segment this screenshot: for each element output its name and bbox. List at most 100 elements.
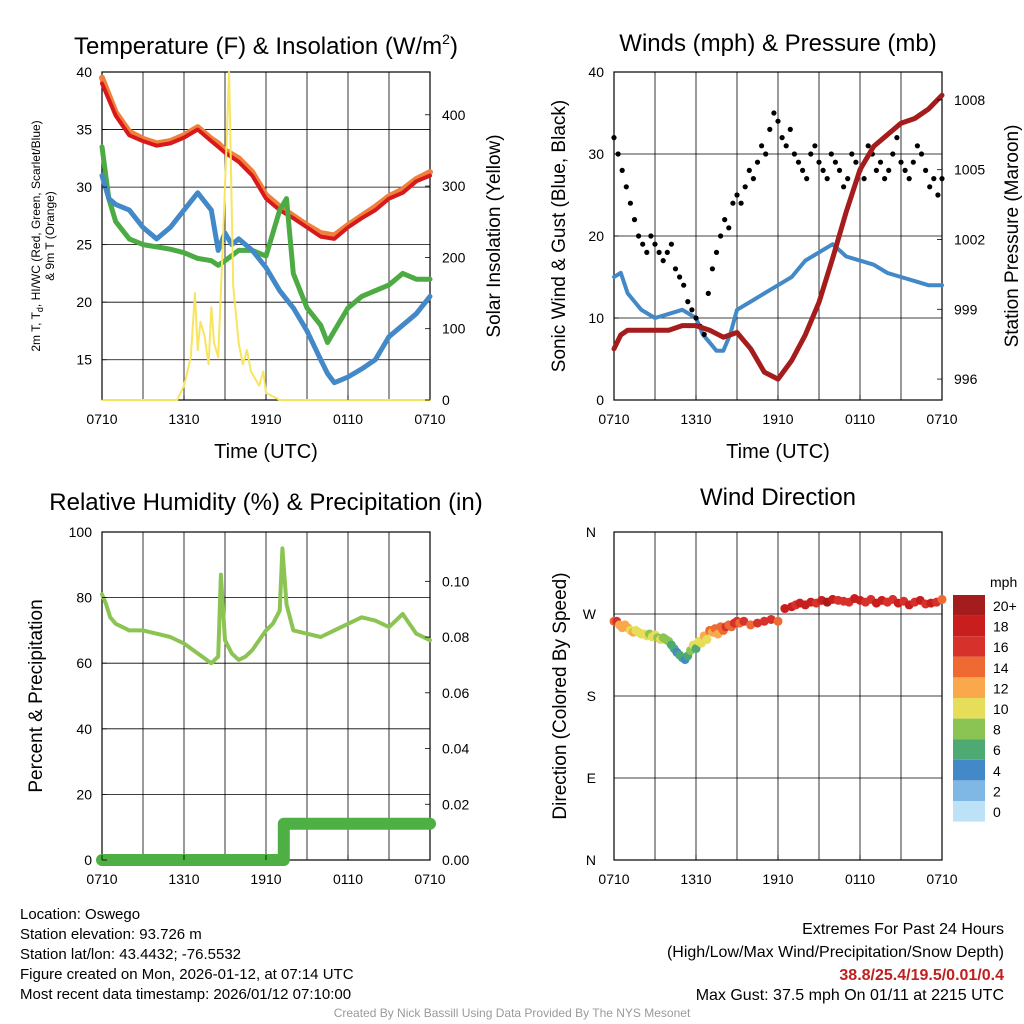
y-tick-label: E (587, 770, 596, 786)
legend-swatch (953, 636, 985, 657)
gust-point (849, 151, 855, 157)
legend-label: 14 (993, 660, 1009, 676)
series-line-precipitation (96, 817, 436, 866)
gust-point (931, 176, 937, 182)
y2-tick-label: 999 (954, 301, 978, 317)
gust-point (894, 135, 900, 141)
gust-point (693, 315, 699, 321)
x-tick-label: 0710 (86, 871, 117, 887)
gust-point (644, 249, 650, 255)
series-line-relative-humidity (100, 546, 432, 666)
x-tick-label: 1910 (250, 871, 281, 887)
gust-point (689, 307, 695, 313)
x-tick-label: 0110 (333, 411, 363, 427)
elevation-text: Station elevation: 93.726 m (20, 926, 202, 943)
series-line-sonic-wind (612, 242, 944, 353)
gust-point (619, 167, 625, 173)
gust-point (791, 151, 798, 157)
x-tick-label: 0710 (86, 411, 117, 427)
gust-point (927, 184, 933, 190)
y2-tick-label: 0 (442, 392, 450, 408)
speed-colorbar-legend: mph 20+ 18 16 14 12 10 8 6 4 2 0 (953, 574, 1017, 822)
gust-point (886, 167, 892, 173)
gust-point (623, 184, 629, 190)
y2-tick-label: 1008 (954, 92, 985, 108)
gust-point (672, 266, 679, 272)
y2-tick-label: 300 (442, 178, 466, 194)
y-tick-label: 20 (76, 294, 92, 310)
wind-title: Winds (mph) & Pressure (mb) (619, 30, 936, 57)
temperature-ylabel-left-line2: & 9m T (Orange) (43, 191, 57, 281)
x-tick-label: 0710 (598, 871, 629, 887)
gust-point (763, 151, 769, 157)
y-tick-label: N (586, 852, 596, 868)
y-tick-label: 40 (76, 64, 92, 80)
gust-point (873, 167, 880, 173)
gust-point (820, 167, 826, 173)
x-tick-label: 1310 (680, 411, 711, 427)
legend-swatch (953, 615, 985, 637)
direction-point (753, 618, 762, 628)
y-tick-label: 30 (588, 146, 604, 162)
y-tick-label: 10 (588, 310, 604, 326)
y2-tick-label: 1005 (954, 162, 985, 178)
temperature-ylabel-left: 2m T, Td, HI/WC (Red, Green, Scarlet/Blu… (29, 120, 45, 351)
gust-point (652, 241, 658, 247)
y2-tick-label: 0.06 (442, 685, 469, 701)
temperature-xlabel: Time (UTC) (214, 441, 318, 463)
gust-point (918, 151, 925, 157)
y2-tick-label: 0.04 (442, 741, 469, 757)
gust-point (734, 192, 740, 198)
legend-swatch (953, 698, 985, 719)
gust-point (914, 143, 921, 149)
y-tick-label: 100 (69, 524, 93, 540)
gust-point (812, 143, 818, 149)
x-tick-label: 0710 (926, 871, 957, 887)
direction-point (937, 594, 947, 604)
y2-tick-label: 100 (442, 321, 466, 337)
y-tick-label: 15 (76, 352, 92, 368)
series-line-2m-t (100, 81, 432, 241)
x-tick-label: 1310 (168, 871, 199, 887)
y-tick-label: 20 (76, 786, 92, 802)
x-tick-label: 1910 (762, 411, 793, 427)
legend-swatch (953, 718, 985, 740)
direction-point (739, 616, 749, 626)
direction-title: Wind Direction (700, 484, 856, 511)
y-tick-label: 30 (76, 179, 92, 195)
legend-swatch (953, 595, 985, 616)
series-line-dew-point (99, 144, 433, 345)
y-tick-label: 0 (84, 852, 92, 868)
gust-point (750, 176, 757, 182)
wind-xlabel: Time (UTC) (726, 441, 830, 463)
gust-point (627, 200, 634, 206)
gust-point (877, 159, 884, 165)
y2-tick-label: 200 (442, 249, 466, 265)
x-tick-label: 0110 (845, 871, 875, 887)
gust-point (939, 176, 945, 182)
gust-point (882, 176, 888, 182)
gust-point (730, 200, 736, 206)
y-tick-label: 0 (596, 392, 604, 408)
gust-point (906, 176, 912, 182)
y2-tick-label: 0.02 (442, 796, 469, 812)
y2-tick-label: 0.08 (442, 629, 469, 645)
legend-label: 8 (993, 722, 1001, 738)
gust-point (746, 167, 752, 173)
gust-point (631, 217, 638, 223)
gust-point (783, 143, 789, 149)
y-tick-label: S (587, 688, 596, 704)
wind-ylabel-left: Sonic Wind & Gust (Blue, Black) (549, 100, 570, 372)
recent-data-text: Most recent data timestamp: 2026/01/12 0… (20, 986, 352, 1003)
humidity-title: Relative Humidity (%) & Precipitation (i… (49, 489, 482, 516)
temperature-title: Temperature (F) & Insolation (W/m2) (74, 31, 458, 60)
extremes-values: 38.8/25.4/19.5/0.01/0.4 (839, 967, 1004, 984)
gust-point (816, 159, 822, 165)
x-tick-label: 1910 (762, 871, 793, 887)
y-tick-label: 25 (76, 237, 92, 253)
gust-point (742, 184, 748, 190)
gust-point (853, 159, 859, 165)
y-tick-label: 60 (76, 655, 92, 671)
gust-point (800, 167, 806, 173)
